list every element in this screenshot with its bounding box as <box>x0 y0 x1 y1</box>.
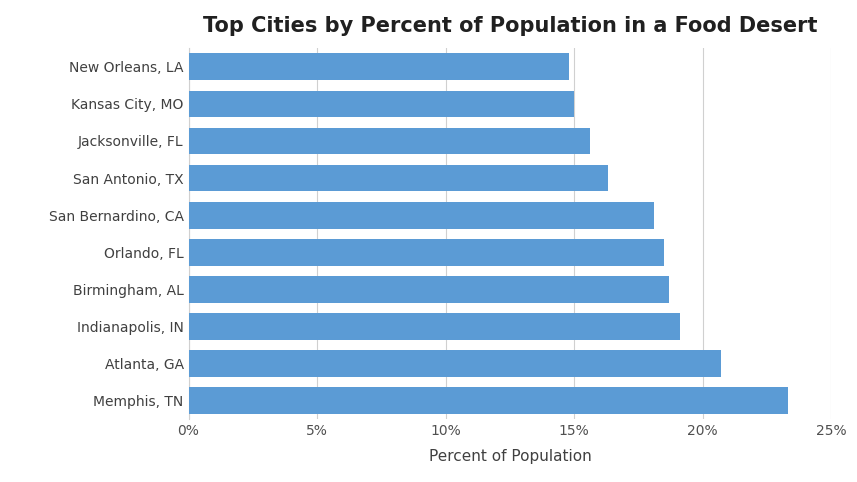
Bar <box>189 54 569 80</box>
Bar <box>189 202 654 228</box>
Bar <box>189 388 788 414</box>
Bar <box>189 165 608 191</box>
Bar <box>189 128 590 154</box>
Bar <box>189 350 721 377</box>
Bar <box>189 313 680 340</box>
Bar <box>189 276 669 303</box>
Title: Top Cities by Percent of Population in a Food Desert: Top Cities by Percent of Population in a… <box>202 15 818 36</box>
Bar <box>189 91 574 117</box>
X-axis label: Percent of Population: Percent of Population <box>428 449 591 464</box>
Bar <box>189 239 664 266</box>
